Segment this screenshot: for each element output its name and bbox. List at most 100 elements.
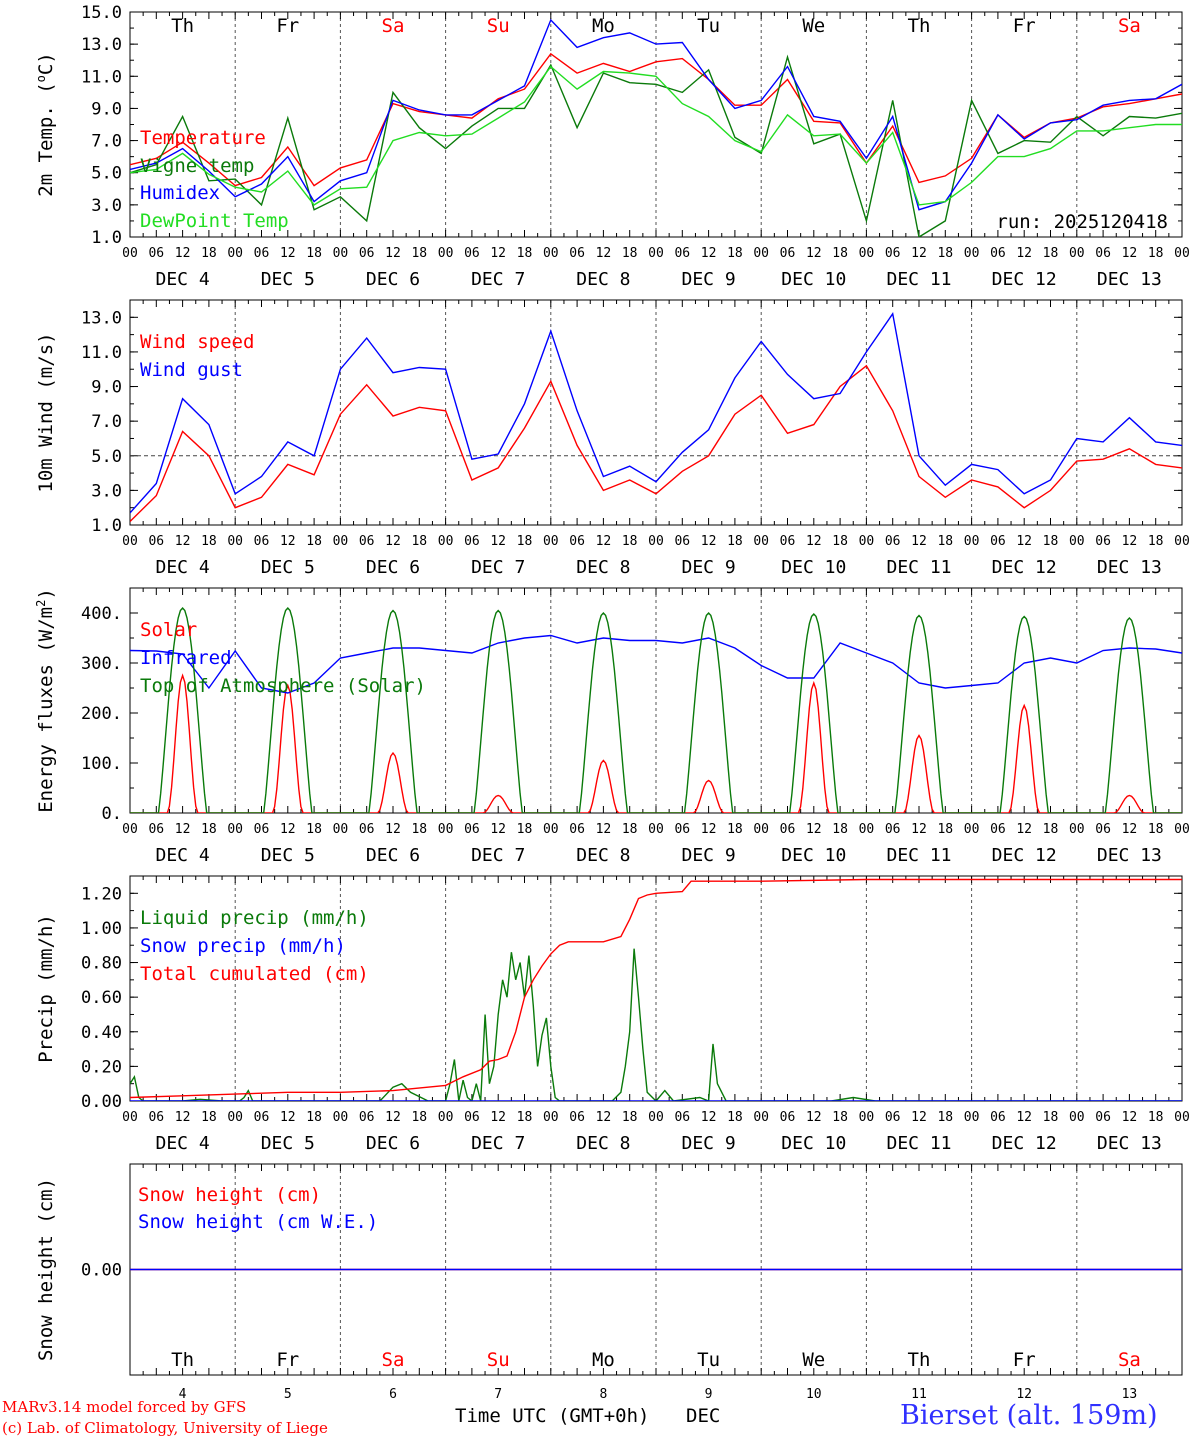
x-tick-label: 00 — [1174, 1110, 1190, 1125]
y-tick-label: 0.20 — [81, 1057, 122, 1077]
station-name: Bierset (alt. 159m) — [900, 1400, 1158, 1431]
date-label: DEC 9 — [682, 557, 736, 578]
x-tick-label: 00 — [1174, 534, 1190, 549]
x-tick-label: 06 — [780, 246, 796, 261]
x-tick-label: 12 — [701, 822, 717, 837]
x-tick-label: 00 — [753, 246, 769, 261]
y-tick-label: 3.0 — [91, 196, 122, 216]
y-tick-label: 0.60 — [81, 988, 122, 1008]
x-tick-label: 18 — [937, 1110, 953, 1125]
y-axis-label: Precip (mm/h) — [35, 914, 57, 1063]
y-axis-label: Energy fluxes (W/m2) — [34, 588, 57, 813]
x-tick-label: 18 — [517, 534, 533, 549]
panel-frame — [129, 11, 1183, 238]
day-of-week-label: Sa — [1118, 15, 1141, 37]
x-tick-label: 06 — [464, 1110, 480, 1125]
x-tick-label: 18 — [306, 534, 322, 549]
x-tick-label: 12 — [806, 246, 822, 261]
x-tick-label: 00 — [543, 822, 559, 837]
x-tick-label: 06 — [148, 822, 164, 837]
x-tick-label: 00 — [1069, 246, 1085, 261]
x-tick-label: 18 — [727, 1110, 743, 1125]
day-of-week-label: Fr — [1013, 1349, 1036, 1371]
y-tick-label: 0.00 — [81, 1261, 122, 1281]
x-tick-label: 12 — [1122, 534, 1138, 549]
y-tick-label: 9.0 — [91, 99, 122, 119]
x-tick-label: 12 — [280, 534, 296, 549]
date-label: DEC 6 — [366, 845, 420, 866]
day-of-week-label: Fr — [276, 15, 299, 37]
series-line-wind-speed — [130, 364, 1182, 522]
day-of-week-label: Th — [171, 15, 194, 37]
series-line-humidex — [130, 18, 1182, 211]
x-tick-label: 06 — [674, 246, 690, 261]
legend-entry: Humidex — [140, 182, 220, 204]
day-of-week-label: Fr — [276, 1349, 299, 1371]
day-number-label: 9 — [705, 1387, 713, 1402]
y-tick-label: 1.00 — [81, 919, 122, 939]
x-tick-label: 12 — [490, 822, 506, 837]
legend-entry: Wind gust — [140, 359, 243, 381]
x-tick-label: 06 — [780, 822, 796, 837]
date-label: DEC 12 — [992, 1133, 1057, 1154]
x-tick-label: 12 — [701, 534, 717, 549]
x-tick-label: 18 — [832, 534, 848, 549]
day-number-label: 13 — [1122, 1387, 1138, 1402]
date-label: DEC 8 — [576, 269, 630, 290]
legend-entry: Top of Atmosphere (Solar) — [140, 675, 426, 697]
y-tick-label: 11.0 — [81, 343, 122, 363]
day-number-label: 6 — [389, 1387, 397, 1402]
x-axis-title: Time UTC (GMT+0h) — [455, 1405, 650, 1427]
y-tick-label: 0.00 — [81, 1092, 122, 1112]
run-annotation: run: 2025120418 — [996, 211, 1168, 233]
x-axis-unit: DEC — [686, 1405, 721, 1427]
date-label: DEC 12 — [992, 845, 1057, 866]
day-number-label: 5 — [284, 1387, 292, 1402]
y-tick-label: 200. — [81, 704, 122, 724]
x-tick-label: 00 — [859, 822, 875, 837]
x-tick-label: 18 — [832, 246, 848, 261]
x-tick-label: 06 — [990, 822, 1006, 837]
x-tick-label: 18 — [1043, 822, 1059, 837]
x-tick-label: 06 — [464, 246, 480, 261]
x-tick-label: 06 — [359, 534, 375, 549]
x-tick-label: 12 — [385, 534, 401, 549]
x-tick-label: 12 — [175, 822, 191, 837]
date-label: DEC 11 — [886, 1133, 951, 1154]
series-line-top-of-atmosphere-solar- — [130, 606, 1182, 813]
x-tick-label: 18 — [1148, 534, 1164, 549]
series-line-vigne-temp — [130, 54, 1182, 237]
x-tick-label: 18 — [306, 246, 322, 261]
x-tick-label: 12 — [1016, 534, 1032, 549]
date-label: DEC 13 — [1097, 269, 1162, 290]
x-tick-label: 06 — [1095, 1110, 1111, 1125]
date-label: DEC 9 — [682, 1133, 736, 1154]
x-tick-label: 12 — [701, 1110, 717, 1125]
y-tick-label: 1.0 — [91, 228, 122, 248]
x-tick-label: 18 — [622, 1110, 638, 1125]
x-tick-label: 06 — [780, 1110, 796, 1125]
footer-lab-credit: (c) Lab. of Climatology, University of L… — [2, 1419, 328, 1437]
x-tick-label: 06 — [674, 534, 690, 549]
x-tick-label: 12 — [1122, 822, 1138, 837]
x-tick-label: 18 — [411, 822, 427, 837]
x-tick-label: 12 — [490, 246, 506, 261]
x-tick-label: 18 — [937, 534, 953, 549]
day-of-week-label: Sa — [382, 15, 405, 37]
x-tick-label: 00 — [438, 822, 454, 837]
x-tick-label: 06 — [569, 534, 585, 549]
y-tick-label: 300. — [81, 654, 122, 674]
x-tick-label: 18 — [622, 822, 638, 837]
x-tick-label: 18 — [937, 822, 953, 837]
x-tick-label: 06 — [674, 822, 690, 837]
date-label: DEC 13 — [1097, 1133, 1162, 1154]
x-tick-label: 00 — [543, 246, 559, 261]
x-tick-label: 12 — [1016, 1110, 1032, 1125]
legend-entry: Liquid precip (mm/h) — [140, 907, 369, 929]
date-label: DEC 7 — [471, 845, 525, 866]
day-of-week-label: Sa — [1118, 1349, 1141, 1371]
x-tick-label: 12 — [596, 822, 612, 837]
x-tick-label: 12 — [175, 1110, 191, 1125]
legend-entry: Total cumulated (cm) — [140, 963, 369, 985]
